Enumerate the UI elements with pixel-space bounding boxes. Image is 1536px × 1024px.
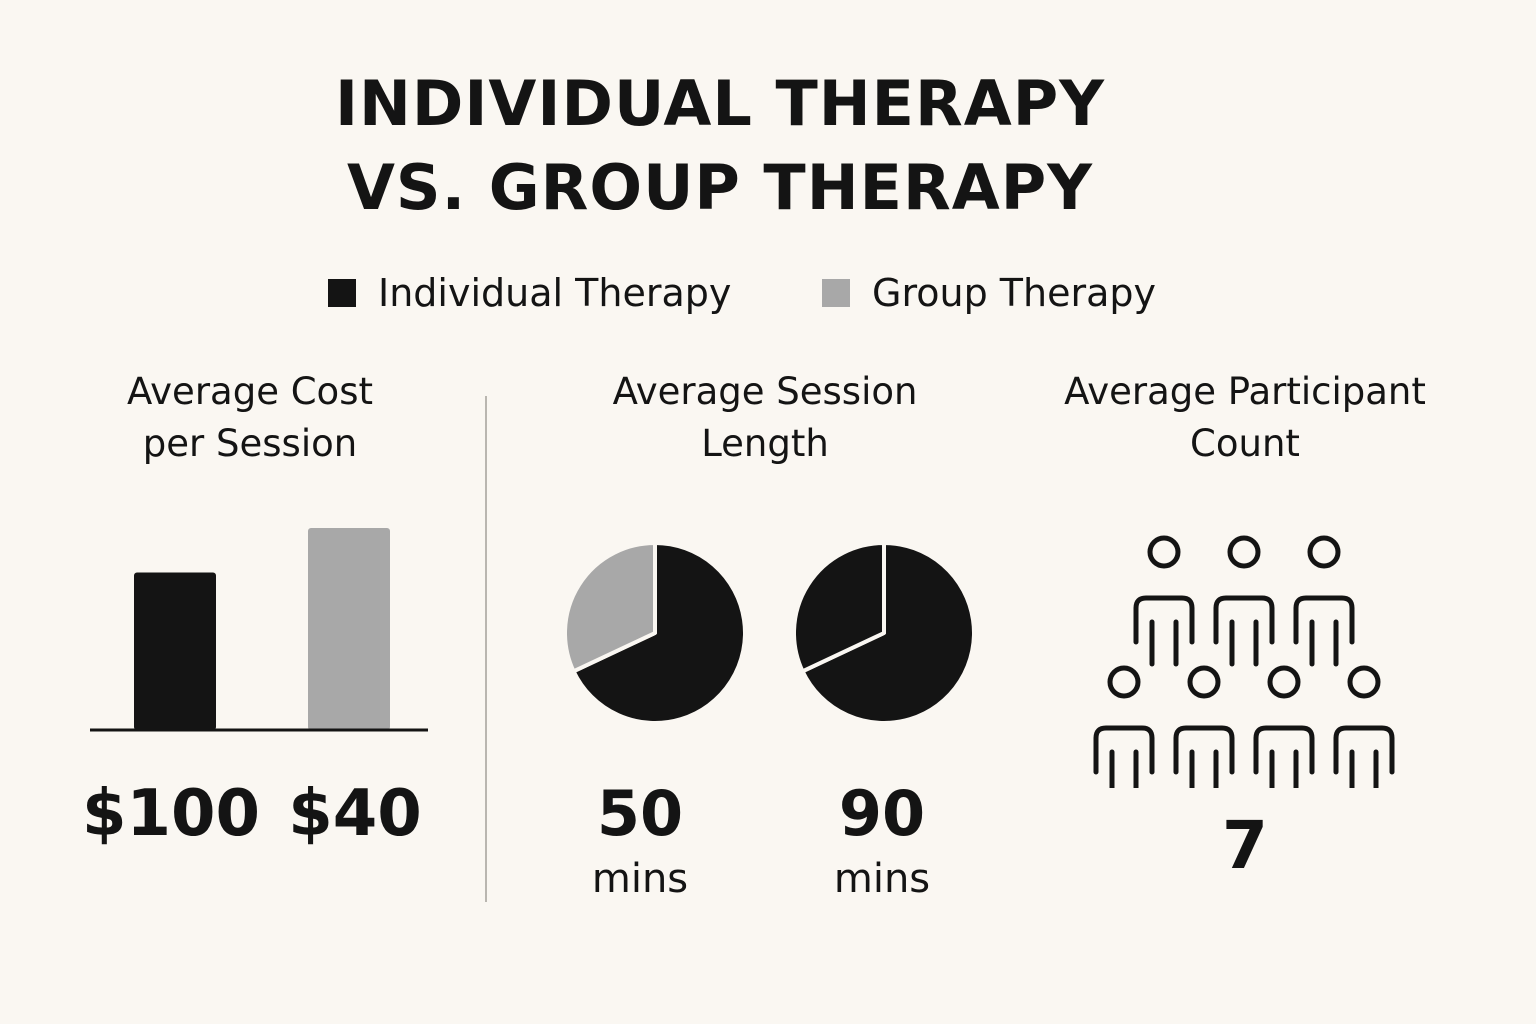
- cost-value-group: $40: [288, 777, 422, 851]
- legend: Individual Therapy Group Therapy: [0, 268, 1536, 318]
- person-icon: [1213, 535, 1275, 667]
- count-title-line-2: Count: [1190, 422, 1300, 465]
- length-value-group: 90: [838, 777, 926, 850]
- person-icon: [1133, 535, 1195, 667]
- person-icon: [1093, 665, 1155, 788]
- legend-swatch-individual: [328, 279, 356, 307]
- count-panel-title: Average Participant Count: [1045, 366, 1445, 470]
- length-unit-individual: mins: [591, 856, 689, 902]
- count-title-line-1: Average Participant: [1064, 370, 1426, 413]
- length-title-line-1: Average Session: [612, 370, 918, 413]
- length-pie-individual: [563, 541, 747, 725]
- participant-pictogram: [1093, 535, 1395, 788]
- panel-divider: [485, 396, 487, 902]
- cost-title-line-1: Average Cost: [127, 370, 373, 413]
- cost-title-line-2: per Session: [142, 422, 358, 465]
- cost-bar-group: [308, 528, 390, 730]
- length-pie-group: [792, 541, 976, 725]
- page-title: INDIVIDUAL THERAPY VS. GROUP THERAPY: [0, 62, 1440, 230]
- cost-value-individual: $100: [81, 777, 261, 851]
- legend-item-individual: Individual Therapy: [328, 268, 731, 318]
- count-value: 7: [1222, 807, 1268, 884]
- legend-item-group: Group Therapy: [822, 268, 1156, 318]
- pie-slice-1-1: [792, 541, 886, 674]
- cost-panel-title: Average Cost per Session: [60, 366, 440, 470]
- pie-slice-0-1: [563, 541, 657, 674]
- cost-bar-chart: [90, 528, 428, 732]
- length-value-individual: 50: [596, 777, 684, 850]
- pie-slice-0-0: [571, 541, 747, 725]
- title-line-1: INDIVIDUAL THERAPY: [334, 67, 1106, 140]
- legend-label-group: Group Therapy: [872, 271, 1156, 315]
- person-icon: [1293, 535, 1355, 667]
- person-icon: [1253, 665, 1315, 788]
- length-unit-group: mins: [833, 856, 931, 902]
- cost-bar-individual: [134, 572, 216, 730]
- length-panel-title: Average Session Length: [575, 366, 955, 470]
- legend-label-individual: Individual Therapy: [378, 271, 732, 315]
- person-icon: [1173, 665, 1235, 788]
- pie-slice-1-0: [800, 541, 976, 725]
- legend-swatch-group: [822, 279, 850, 307]
- person-icon: [1333, 665, 1395, 788]
- length-title-line-2: Length: [701, 422, 829, 465]
- title-line-2: VS. GROUP THERAPY: [346, 151, 1094, 224]
